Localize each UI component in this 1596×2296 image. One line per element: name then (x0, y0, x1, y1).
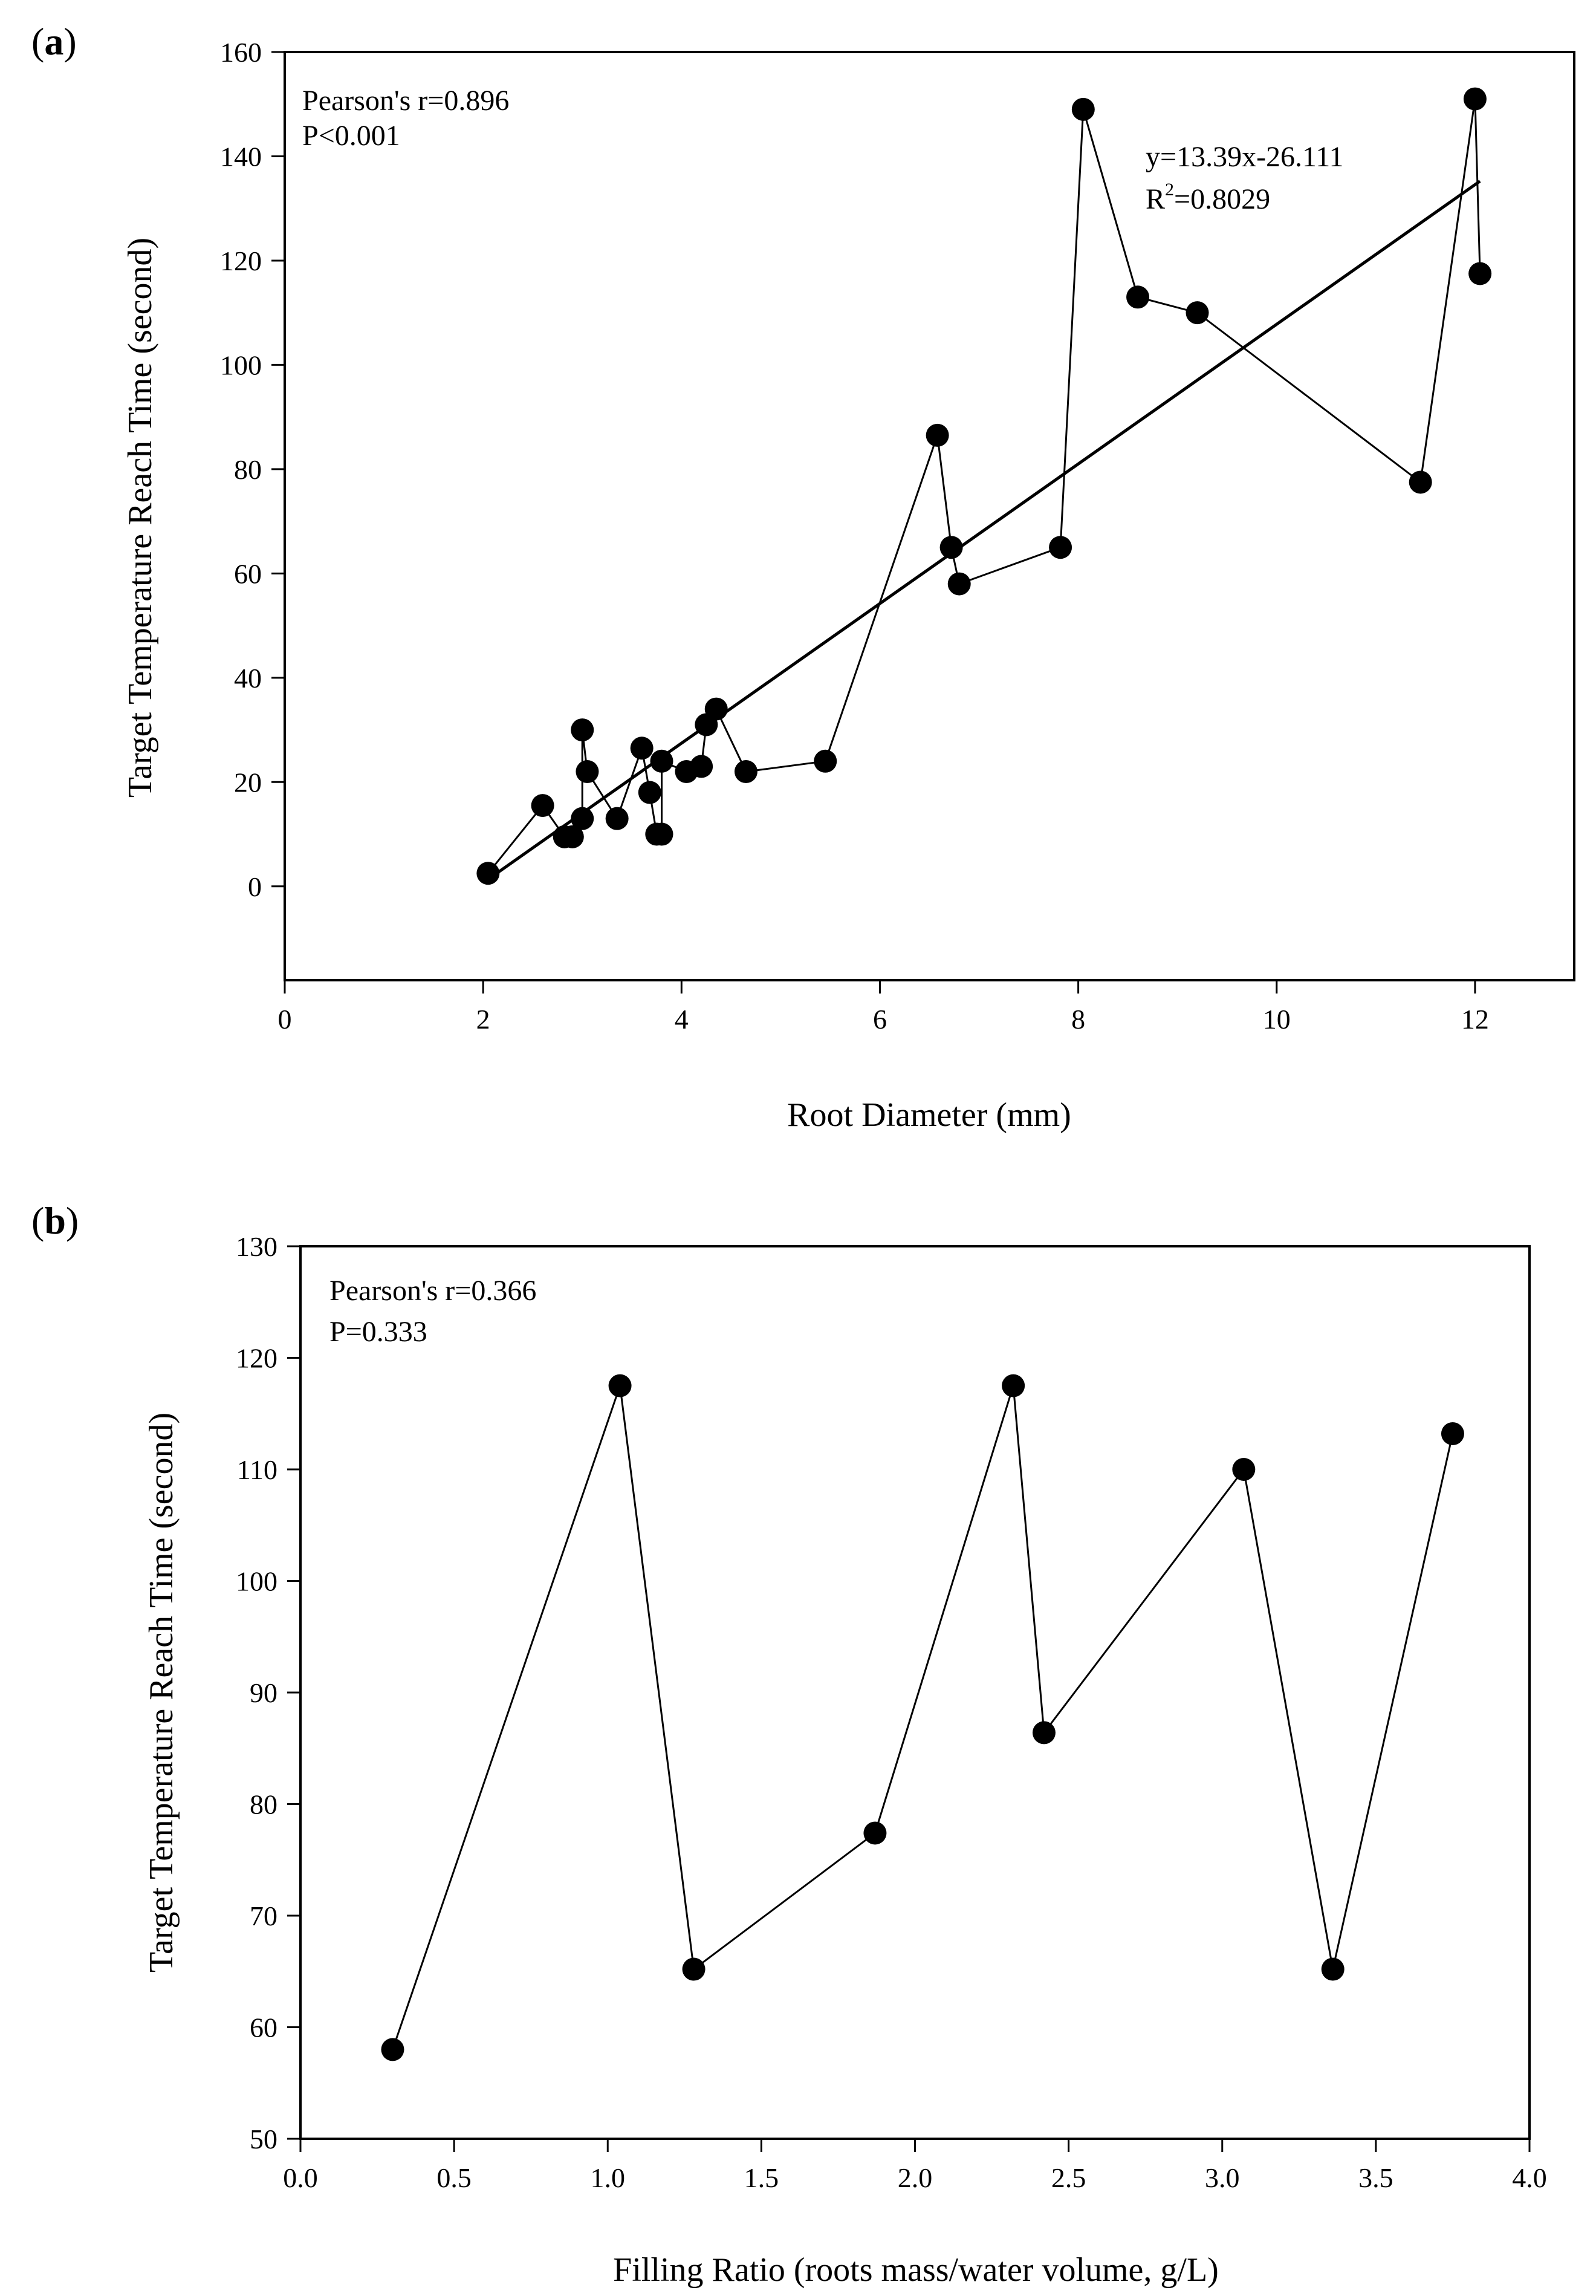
y-tick-label-a-6: 120 (220, 246, 262, 276)
data-point-a-7 (605, 807, 629, 830)
regression-equation: y=13.39x-26.111 (1146, 141, 1344, 173)
data-point-a-3 (560, 825, 584, 848)
data-point-a-6 (576, 760, 599, 784)
data-point-b-0 (381, 2038, 404, 2061)
x-tick-label-a-4: 8 (1071, 1004, 1085, 1035)
y-tick-label-a-8: 160 (220, 37, 262, 68)
x-tick-label-b-7: 3.5 (1358, 2162, 1393, 2193)
y-tick-label-a-1: 20 (234, 767, 262, 798)
data-point-a-11 (650, 822, 673, 846)
data-point-b-3 (863, 1821, 887, 1845)
r-squared-text: R2=0.8029 (1146, 180, 1270, 215)
y-tick-label-b-1: 60 (250, 2012, 277, 2043)
panel-a-label: (a) (31, 20, 77, 63)
data-point-a-20 (939, 536, 963, 559)
data-point-a-16 (704, 697, 728, 721)
y-tick-label-a-3: 60 (234, 558, 262, 589)
x-tick-label-a-6: 12 (1461, 1004, 1489, 1035)
data-point-a-25 (1186, 301, 1209, 325)
y-tick-label-b-8: 130 (236, 1231, 277, 1262)
data-point-a-17 (734, 760, 757, 784)
data-point-b-2 (682, 1957, 706, 1981)
y-tick-label-b-5: 100 (236, 1566, 277, 1597)
data-point-a-4 (571, 807, 594, 830)
y-tick-label-b-3: 80 (250, 1789, 277, 1820)
x-tick-label-b-5: 2.5 (1051, 2162, 1086, 2193)
data-point-a-23 (1071, 97, 1095, 121)
p-value-b-text: P=0.333 (329, 1316, 427, 1348)
y-tick-label-b-7: 120 (236, 1343, 277, 1374)
x-tick-label-a-3: 6 (873, 1004, 887, 1035)
panel-b: (b) 0.0 0.5 1.0 1.5 2.0 2.5 3.0 3.5 4.0 50 60 70 80 9… (31, 1199, 1547, 2289)
x-tick-label-b-6: 3.0 (1205, 2162, 1240, 2193)
x-tick-label-b-0: 0.0 (283, 2162, 318, 2193)
x-tick-label-b-1: 0.5 (436, 2162, 472, 2193)
data-point-a-0 (476, 862, 500, 885)
data-point-a-12 (650, 749, 673, 773)
y-tick-label-a-0: 0 (248, 871, 262, 902)
x-tick-label-a-0: 0 (278, 1004, 292, 1035)
data-point-b-6 (1232, 1458, 1256, 1481)
data-point-b-1 (608, 1374, 632, 1397)
y-tick-label-b-0: 50 (250, 2124, 277, 2155)
plot-a-frame (284, 51, 1575, 981)
data-point-a-21 (947, 572, 971, 596)
x-tick-label-a-2: 4 (675, 1004, 689, 1035)
data-point-a-24 (1126, 285, 1150, 309)
data-point-b-5 (1032, 1721, 1056, 1745)
x-tick-label-b-4: 2.0 (898, 2162, 933, 2193)
y-tick-label-b-6: 110 (237, 1454, 277, 1485)
x-axis-label-a: Root Diameter (mm) (787, 1096, 1071, 1134)
x-tick-label-b-3: 1.5 (744, 2162, 779, 2193)
y-tick-label-b-2: 70 (250, 1901, 277, 1931)
y-tick-label-a-2: 40 (234, 663, 262, 694)
x-tick-label-b-2: 1.0 (591, 2162, 626, 2193)
data-point-a-9 (638, 781, 661, 804)
data-point-a-1 (531, 794, 554, 818)
data-point-a-19 (926, 423, 949, 447)
data-point-a-14 (690, 755, 713, 778)
x-tick-label-a-1: 2 (476, 1004, 490, 1035)
regression-line (487, 180, 1481, 881)
data-point-a-22 (1049, 536, 1072, 559)
data-point-a-8 (630, 737, 654, 760)
p-value-a-text: P<0.001 (302, 120, 400, 152)
pearson-b-text: Pearson's r=0.366 (329, 1275, 536, 1307)
data-point-b-4 (1002, 1374, 1025, 1397)
plot-b-frame (299, 1245, 1531, 2140)
y-tick-label-a-5: 100 (220, 350, 262, 380)
data-point-a-28 (1468, 262, 1492, 285)
y-tick-label-b-4: 90 (250, 1677, 277, 1708)
y-tick-label-a-7: 140 (220, 141, 262, 172)
x-axis-label-b: Filling Ratio (roots mass/water volume, … (613, 2251, 1219, 2289)
data-point-a-27 (1463, 87, 1487, 111)
data-point-b-8 (1441, 1422, 1464, 1445)
panel-b-label: (b) (31, 1199, 79, 1242)
data-point-b-7 (1321, 1957, 1345, 1981)
y-tick-label-a-4: 80 (234, 454, 262, 485)
data-point-a-18 (814, 749, 837, 773)
pearson-a-text: Pearson's r=0.896 (302, 85, 509, 117)
x-tick-label-b-8: 4.0 (1512, 2162, 1547, 2193)
y-axis-label-a: Target Temperature Reach Time (second) (122, 238, 159, 798)
y-axis-label-b: Target Temperature Reach Time (second) (143, 1413, 180, 1972)
data-point-a-26 (1409, 470, 1432, 494)
x-tick-label-a-5: 10 (1263, 1004, 1291, 1035)
data-point-a-5 (571, 718, 594, 742)
series-line-b (392, 1385, 1454, 2050)
